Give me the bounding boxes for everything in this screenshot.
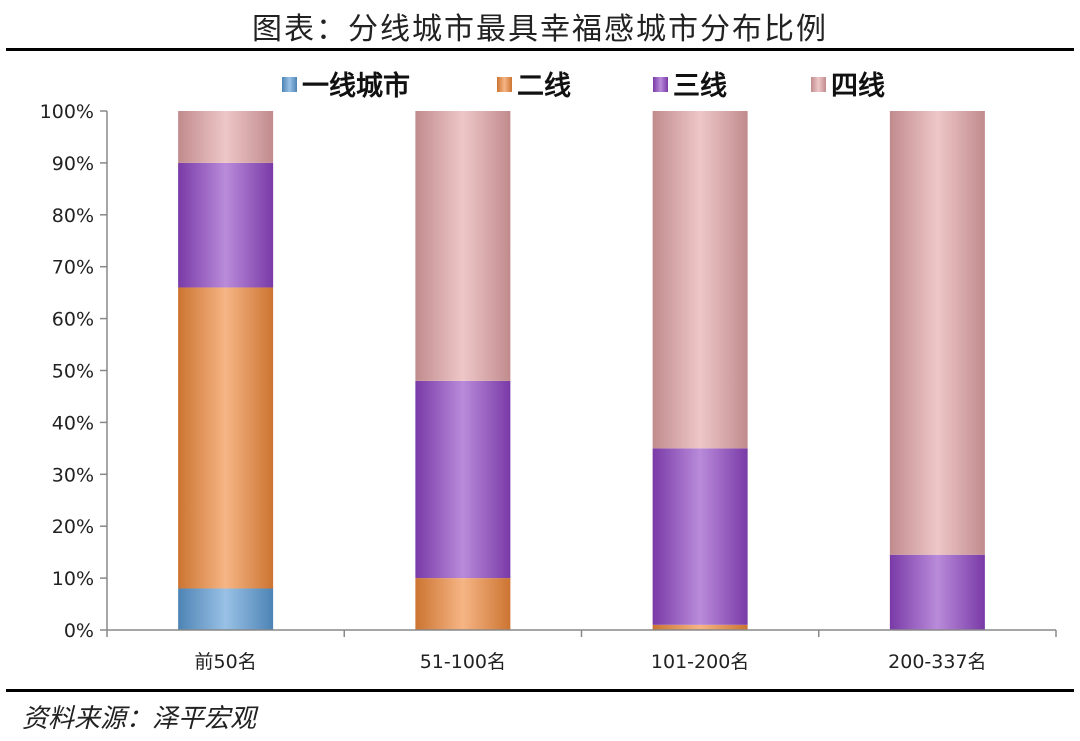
bottom-rule	[6, 689, 1074, 692]
bar-segment-1-1	[178, 588, 274, 630]
axes: 0% 10% 20% 30% 40% 50% 60% 70% 80% 90% 100% 前50名 51-…	[40, 101, 1057, 673]
y-tick-label: 0%	[64, 620, 94, 642]
bar-segment-2-2	[415, 578, 511, 630]
y-tick-label: 10%	[52, 568, 94, 590]
legend-label-1: 一线城市	[302, 70, 410, 102]
bar-segment-2-3	[415, 380, 511, 579]
y-tick-label: 70%	[52, 257, 94, 279]
bar-segment-1-2	[178, 287, 274, 589]
x-category-label: 51-100名	[420, 651, 506, 673]
bar-segment-3-2	[652, 624, 748, 630]
y-tick-label: 50%	[52, 361, 94, 383]
bar-segment-4-3	[889, 554, 985, 630]
top-rule	[6, 48, 1074, 51]
bar-segment-1-3	[178, 162, 274, 288]
bar-segment-1-4	[178, 111, 274, 163]
legend-swatch-2	[497, 77, 512, 92]
bar-segment-3-4	[652, 111, 748, 449]
chart-title: 图表：分线城市最具幸福感城市分布比例	[252, 12, 828, 47]
y-tick-label: 40%	[52, 412, 94, 434]
legend-swatch-4	[811, 77, 826, 92]
bars	[178, 111, 985, 630]
x-category-label: 200-337名	[888, 651, 986, 673]
x-category-label: 前50名	[195, 651, 257, 673]
bar-segment-4-4	[889, 111, 985, 555]
legend-label-2: 二线	[517, 71, 571, 102]
legend-label-3: 三线	[673, 71, 727, 102]
legend: 一线城市 二线 三线 四线	[282, 70, 885, 102]
x-category-label: 101-200名	[651, 651, 749, 673]
legend-label-4: 四线	[831, 71, 885, 102]
y-tick-label: 20%	[52, 516, 94, 538]
y-tick-label: 30%	[52, 464, 94, 486]
y-tick-label: 90%	[52, 153, 94, 175]
legend-swatch-1	[282, 77, 297, 92]
y-tick-label: 100%	[40, 101, 94, 123]
y-tick-label: 60%	[52, 309, 94, 331]
y-tick-label: 80%	[52, 205, 94, 227]
bar-segment-3-3	[652, 448, 748, 625]
legend-swatch-3	[653, 77, 668, 92]
source-note: 资料来源：泽平宏观	[22, 704, 257, 734]
bar-segment-2-4	[415, 111, 511, 381]
